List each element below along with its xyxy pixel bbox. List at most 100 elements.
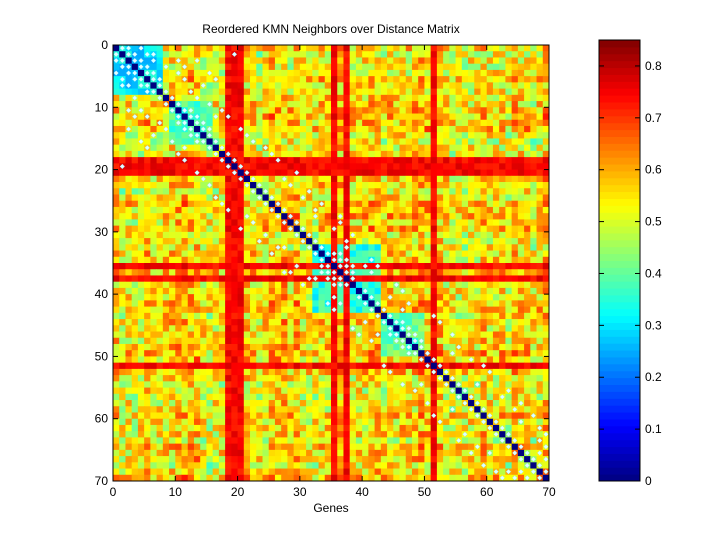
heatmap-cell (181, 244, 189, 251)
heatmap-cell (443, 343, 450, 351)
heatmap-cell (250, 113, 257, 121)
heatmap-cell (517, 287, 525, 295)
heatmap-cell (449, 244, 456, 251)
heatmap-cell (530, 387, 537, 395)
heatmap-cell (542, 194, 550, 202)
heatmap-cell (524, 157, 531, 164)
heatmap-cell (368, 381, 375, 388)
heatmap-cell (324, 69, 332, 77)
heatmap-cell (212, 263, 220, 270)
heatmap-cell (405, 144, 413, 152)
heatmap-cell (399, 69, 407, 77)
heatmap-cell (449, 119, 456, 127)
heatmap-cell (293, 200, 301, 208)
heatmap-cell (380, 225, 388, 233)
heatmap-cell (499, 231, 506, 239)
heatmap-cell (318, 188, 326, 195)
heatmap-cell (287, 343, 295, 351)
heatmap-cell (443, 107, 450, 114)
heatmap-cell (411, 244, 419, 251)
heatmap-cell (505, 449, 513, 457)
heatmap-cell (200, 225, 207, 233)
heatmap-cell (200, 343, 207, 351)
heatmap-cell (256, 88, 263, 96)
heatmap-cell (393, 238, 400, 245)
heatmap-cell (306, 437, 313, 445)
heatmap-cell (468, 206, 475, 214)
heatmap-cell (318, 300, 326, 307)
heatmap-cell (243, 157, 251, 164)
heatmap-cell (162, 468, 170, 476)
heatmap-cell (443, 362, 450, 370)
heatmap-cell (542, 256, 550, 264)
heatmap-cell (536, 356, 544, 364)
heatmap-cell (225, 468, 232, 476)
heatmap-cell (200, 45, 207, 52)
heatmap-cell (430, 437, 438, 445)
heatmap-cell (443, 125, 450, 133)
heatmap-cell (405, 356, 413, 364)
heatmap-cell (125, 412, 133, 420)
heatmap-cell (306, 294, 313, 301)
heatmap-cell (505, 263, 513, 270)
heatmap-cell (225, 88, 232, 96)
heatmap-cell (299, 381, 307, 388)
heatmap-cell (511, 138, 519, 146)
heatmap-cell (193, 294, 201, 301)
neighbor-marker (113, 57, 119, 64)
heatmap-cell (187, 188, 195, 195)
heatmap-cell (274, 175, 282, 183)
heatmap-cell (156, 368, 164, 376)
heatmap-cell (287, 424, 295, 432)
heatmap-cell (387, 449, 394, 457)
heatmap-cell (181, 200, 189, 208)
heatmap-cell (287, 375, 295, 382)
heatmap-cell (312, 57, 319, 65)
heatmap-cell (218, 431, 226, 438)
heatmap-cell (387, 418, 394, 426)
neighbor-marker (169, 95, 175, 101)
heatmap-cell (474, 387, 481, 395)
heatmap-cell (268, 175, 276, 183)
heatmap-cell (468, 138, 475, 146)
heatmap-cell (324, 406, 332, 413)
heatmap-cell (113, 125, 120, 133)
heatmap-cell (125, 194, 133, 202)
heatmap-cell (399, 424, 407, 432)
heatmap-cell (119, 88, 126, 96)
heatmap-cell (119, 206, 126, 214)
heatmap-cell (486, 76, 494, 83)
heatmap-cell (262, 375, 270, 382)
heatmap-cell (324, 287, 332, 295)
heatmap-cell (362, 225, 369, 233)
heatmap-cell (156, 132, 164, 139)
heatmap-cell (125, 331, 133, 339)
heatmap-cell (287, 456, 295, 463)
heatmap-cell (125, 132, 133, 139)
heatmap-cell (536, 456, 544, 463)
heatmap-cell (505, 238, 513, 245)
heatmap-cell (175, 194, 182, 202)
heatmap-cell (418, 144, 425, 152)
heatmap-cell (474, 468, 481, 476)
heatmap-cell (461, 300, 469, 307)
heatmap-cell (218, 406, 226, 413)
heatmap-cell (511, 250, 519, 258)
neighbor-marker (181, 126, 188, 132)
heatmap-cell (455, 144, 463, 152)
heatmap-cell (113, 213, 120, 220)
heatmap-cell (256, 269, 263, 276)
heatmap-cell (268, 157, 276, 164)
heatmap-cell (337, 325, 344, 332)
heatmap-cell (243, 412, 251, 420)
heatmap-cell (243, 331, 251, 339)
heatmap-cell (243, 219, 251, 227)
heatmap-cell (499, 132, 506, 139)
heatmap-cell (430, 45, 438, 52)
heatmap-cell (405, 312, 413, 320)
heatmap-cell (331, 219, 338, 227)
heatmap-cell (499, 287, 506, 295)
heatmap-cell (299, 132, 307, 139)
heatmap-cell (119, 375, 126, 382)
heatmap-cell (212, 462, 220, 469)
